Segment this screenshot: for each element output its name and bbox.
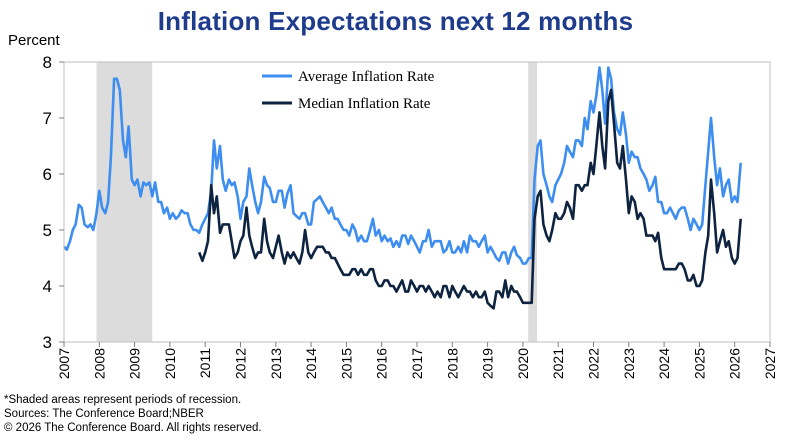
y-tick-label: 3 [43,333,52,352]
x-tick-label: 2008 [91,348,107,379]
legend: Average Inflation Rate Median Inflation R… [262,69,435,112]
series-lines [63,66,742,310]
x-tick-label: 2009 [127,348,143,379]
x-tick-label: 2022 [586,348,602,379]
y-tick-label: 4 [43,277,52,296]
y-tick-label: 8 [43,53,52,72]
x-tick-label: 2012 [233,348,249,379]
chart-title: Inflation Expectations next 12 months [157,6,634,36]
y-axis-ticks: 3 4 5 6 7 8 [43,53,64,352]
x-axis-ticks: 2007 2008 2009 2010 2011 2012 2013 2014 2015 2016… [56,342,778,379]
series-line-median [197,88,742,310]
footnote-recession: *Shaded areas represent periods of reces… [4,394,242,406]
x-tick-label: 2007 [56,348,72,379]
y-axis-label: Percent [8,32,60,49]
x-tick-label: 2018 [444,348,460,379]
x-tick-label: 2025 [691,348,707,379]
x-tick-label: 2027 [762,348,778,379]
x-tick-label: 2024 [656,348,672,379]
x-tick-label: 2019 [480,348,496,379]
footnote-sources: Sources: The Conference Board;NBER [4,408,204,420]
x-tick-label: 2016 [374,348,390,379]
legend-label-average: Average Inflation Rate [298,69,435,85]
x-tick-label: 2015 [338,348,354,379]
x-tick-label: 2014 [303,348,319,379]
x-tick-label: 2013 [268,348,284,379]
footnote-copyright: © 2026 The Conference Board. All rights … [4,422,262,434]
x-tick-label: 2010 [162,348,178,379]
x-tick-label: 2021 [550,348,566,379]
x-tick-label: 2017 [409,348,425,379]
series-line-average [63,66,742,265]
legend-label-median: Median Inflation Rate [298,96,431,112]
x-tick-label: 2026 [727,348,743,379]
x-tick-label: 2011 [197,348,213,378]
y-tick-label: 6 [43,165,52,184]
x-tick-label: 2023 [621,348,637,379]
y-tick-label: 7 [43,109,52,128]
y-tick-label: 5 [43,221,52,240]
x-tick-label: 2020 [515,348,531,379]
recession-band-0 [96,62,153,342]
